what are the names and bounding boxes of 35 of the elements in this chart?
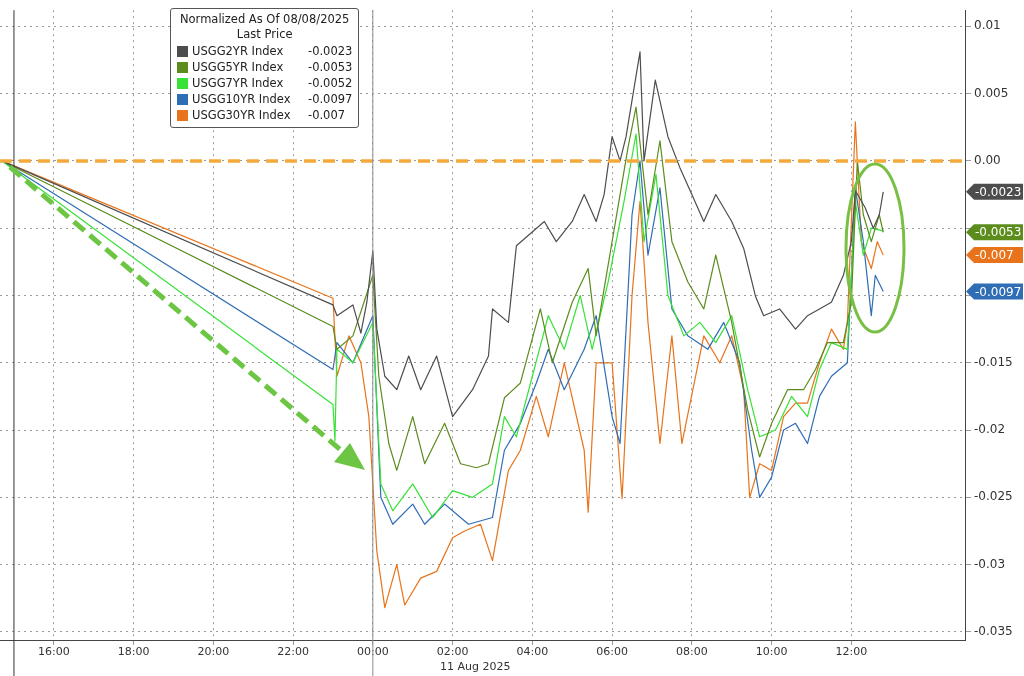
legend-label: USGG10YR Index bbox=[192, 92, 292, 106]
x-tick-label: 06:00 bbox=[596, 645, 628, 659]
y-tick-label: 0.005 bbox=[974, 85, 1009, 100]
legend-label: USGG30YR Index bbox=[192, 108, 292, 122]
annotation: -0.0097 bbox=[308, 92, 353, 106]
x-tick-label: 10:00 bbox=[755, 645, 788, 659]
x-tick-label: 18:00 bbox=[117, 645, 150, 659]
text: -0.007 bbox=[975, 248, 1014, 263]
text: -0.0097 bbox=[975, 284, 1022, 299]
y-tick-label: -0.02 bbox=[974, 422, 1006, 437]
y-tick-label: 0.01 bbox=[974, 18, 1001, 33]
legend-label: USGG7YR Index bbox=[192, 76, 285, 90]
legend-label: USGG5YR Index bbox=[192, 60, 285, 74]
annotation: -0.0023 bbox=[308, 44, 353, 58]
y-tick-label: -0.025 bbox=[974, 489, 1013, 504]
text: -0.0023 bbox=[975, 185, 1022, 199]
y-tick-label: 0.00 bbox=[974, 153, 1001, 168]
x-tick-label: 20:00 bbox=[197, 645, 230, 659]
annotation: -0.0052 bbox=[308, 76, 353, 90]
x-tick-label: 22:00 bbox=[277, 645, 309, 659]
x-tick-label: 12:00 bbox=[835, 645, 868, 659]
x-tick-label: 04:00 bbox=[516, 645, 549, 659]
legend-title: Normalized As Of 08/08/2025 Last Price bbox=[178, 12, 351, 42]
x-tick-label: 00:00 bbox=[356, 645, 389, 659]
x-tick-label: 08:00 bbox=[676, 645, 708, 659]
annotation: -0.007 bbox=[308, 108, 346, 122]
annotation: -0.0053 bbox=[308, 60, 353, 74]
legend-label: USGG2YR Index bbox=[192, 44, 285, 58]
y-tick-label: -0.015 bbox=[974, 354, 1013, 369]
text: -0.0053 bbox=[975, 225, 1022, 240]
x-tick-label: 16:00 bbox=[37, 645, 70, 659]
text: 11 Aug 2025 bbox=[440, 660, 511, 673]
y-tick-label: -0.03 bbox=[974, 556, 1006, 571]
y-tick-label: -0.035 bbox=[974, 624, 1013, 639]
x-tick-label: 02:00 bbox=[436, 645, 469, 659]
